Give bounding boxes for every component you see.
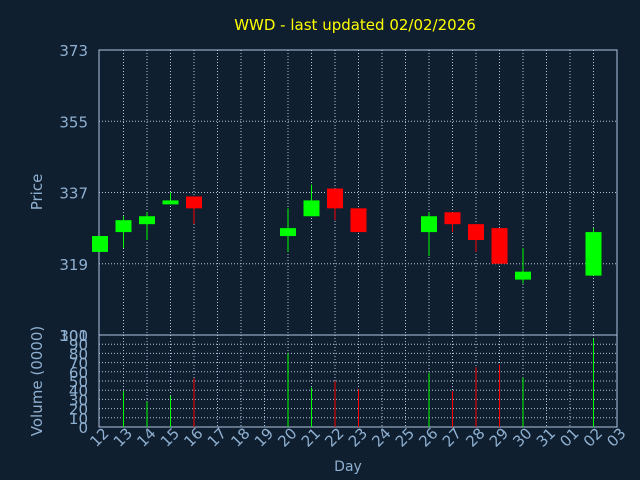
candle-body <box>186 196 202 209</box>
volume-y-tick-label: 50 <box>69 373 88 391</box>
x-tick-label: 12 <box>86 424 112 450</box>
candle <box>444 212 461 233</box>
volume-y-tick-label: 30 <box>69 391 88 409</box>
candle-body <box>444 212 461 225</box>
candle <box>491 228 508 264</box>
x-tick-label: 29 <box>486 424 512 450</box>
x-tick-label: 02 <box>580 424 606 450</box>
x-tick-label: 30 <box>509 424 535 450</box>
x-tick-label: 28 <box>462 424 488 450</box>
volume-y-tick-label: 20 <box>69 401 88 419</box>
candle <box>585 228 602 276</box>
candle-body <box>491 228 508 264</box>
x-tick-label: 19 <box>251 424 277 450</box>
candle-body <box>468 224 484 240</box>
volume-y-tick-label: 70 <box>69 355 88 373</box>
candle <box>421 212 437 256</box>
candle-body <box>327 188 343 209</box>
candle <box>139 212 155 240</box>
candle-body <box>280 228 296 237</box>
volume-bars <box>123 338 594 427</box>
price-axis-label: Price <box>28 174 46 211</box>
chart-title: WWD - last updated 02/02/2026 <box>234 16 476 34</box>
x-tick-label: 21 <box>298 424 324 450</box>
x-tick-label: 20 <box>274 424 300 450</box>
candle <box>350 208 367 233</box>
x-tick-label: 18 <box>227 424 253 450</box>
candle-body <box>139 216 155 225</box>
x-axis-label: Day <box>334 459 362 475</box>
volume-axis-label: Volume (0000) <box>28 326 46 436</box>
candle <box>303 184 320 217</box>
price-y-tick-label: 373 <box>59 42 88 60</box>
x-tick-label: 01 <box>556 424 582 450</box>
price-y-tick-label: 337 <box>59 185 88 203</box>
x-tick-label: 16 <box>180 424 206 450</box>
x-tick-label: 03 <box>603 424 629 450</box>
price-y-tick-label: 319 <box>59 256 88 274</box>
x-tick-label: 15 <box>157 424 183 450</box>
candle <box>280 208 296 252</box>
volume-y-tick-label: 90 <box>69 336 88 354</box>
price-y-tick-label: 355 <box>59 113 88 131</box>
price-panel: 373 355 337 319 301 Price <box>28 42 618 345</box>
candle <box>115 216 132 248</box>
candle <box>468 224 484 252</box>
x-tick-label: 27 <box>439 424 465 450</box>
candle <box>162 192 179 205</box>
x-tick-label: 17 <box>204 424 230 450</box>
volume-y-tick-label: 40 <box>69 382 88 400</box>
x-tick-label: 14 <box>133 424 159 450</box>
x-tick-label: 25 <box>392 424 418 450</box>
candle <box>186 196 202 225</box>
volume-y-tick-label: 100 <box>59 327 88 345</box>
candle-body <box>585 232 602 276</box>
candle <box>515 247 531 284</box>
candle-body <box>115 220 132 233</box>
candle-body <box>421 216 437 233</box>
volume-y-tick-label: 10 <box>69 410 88 428</box>
price-grid <box>99 50 617 335</box>
candle <box>92 236 108 252</box>
volume-y-tick-label: 0 <box>78 419 88 437</box>
volume-y-tick-label: 60 <box>69 364 88 382</box>
candle-body <box>92 236 108 252</box>
x-tick-label: 26 <box>415 424 441 450</box>
x-tick-label: 13 <box>110 424 136 450</box>
x-tick-label: 22 <box>321 424 347 450</box>
candle-body <box>350 208 367 233</box>
candle-body <box>303 200 320 217</box>
candlesticks <box>92 184 602 284</box>
price-y-tick-labels: 373 355 337 319 301 <box>59 42 88 345</box>
x-tick-label: 23 <box>345 424 371 450</box>
candle-body <box>162 200 179 205</box>
volume-y-tick-label: 80 <box>69 345 88 363</box>
x-tick-labels: 1213141516171819202122232425262728293031… <box>86 424 629 450</box>
x-tick-label: 24 <box>368 424 394 450</box>
candle <box>327 188 343 221</box>
x-tick-label: 31 <box>533 424 559 450</box>
candle-body <box>515 271 531 280</box>
price-y-tick-label: 301 <box>59 327 88 345</box>
